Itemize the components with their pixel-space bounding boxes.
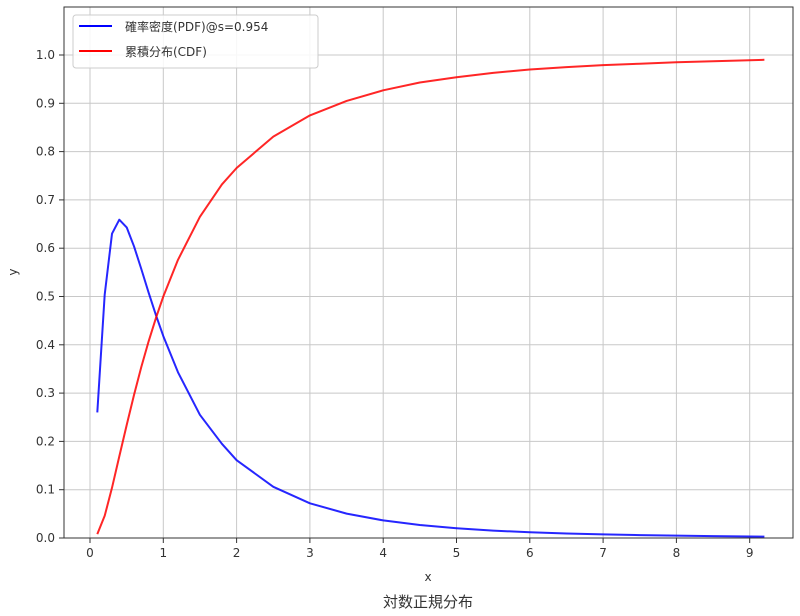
y-tick-label: 0.5 — [36, 290, 55, 304]
y-tick-label: 0.1 — [36, 483, 55, 497]
y-tick-label: 0.3 — [36, 386, 55, 400]
y-tick-label: 0.0 — [36, 531, 55, 545]
x-tick-label: 9 — [746, 546, 754, 560]
y-tick-label: 0.2 — [36, 434, 55, 448]
plot-series — [96, 58, 765, 538]
y-tick-label: 0.6 — [36, 241, 55, 255]
legend-label-cdf: 累積分布(CDF) — [125, 44, 207, 59]
y-tick-label: 0.4 — [36, 338, 55, 352]
x-tick-label: 1 — [159, 546, 167, 560]
plot-frame — [63, 6, 794, 539]
chart-title: 対数正規分布 — [383, 593, 473, 611]
y-tick-label: 1.0 — [36, 48, 55, 62]
x-tick-label: 5 — [453, 546, 461, 560]
x-tick-label: 8 — [673, 546, 681, 560]
x-axis-label: x — [424, 570, 431, 584]
x-tick-label: 4 — [379, 546, 387, 560]
x-tick-label: 6 — [526, 546, 534, 560]
x-tick-label: 2 — [233, 546, 241, 560]
legend: 確率密度(PDF)@s=0.954 累積分布(CDF) — [72, 14, 319, 69]
cdf-line — [96, 58, 765, 535]
y-axis-label: y — [6, 268, 20, 275]
legend-label-pdf: 確率密度(PDF)@s=0.954 — [125, 19, 268, 34]
x-tick-label: 0 — [86, 546, 94, 560]
y-tick-label: 0.7 — [36, 193, 55, 207]
x-tick-label: 3 — [306, 546, 314, 560]
y-tick-label: 0.8 — [36, 145, 55, 159]
legend-box — [72, 14, 319, 69]
y-tick-label: 0.9 — [36, 96, 55, 110]
x-tick-label: 7 — [599, 546, 607, 560]
pdf-line — [96, 218, 765, 538]
axis-ticks: 0 1 2 3 4 5 6 7 8 9 0.0 0.1 0.2 0.3 0.4 0.5 0.6 0.7 0.8 0.9… — [36, 48, 754, 560]
